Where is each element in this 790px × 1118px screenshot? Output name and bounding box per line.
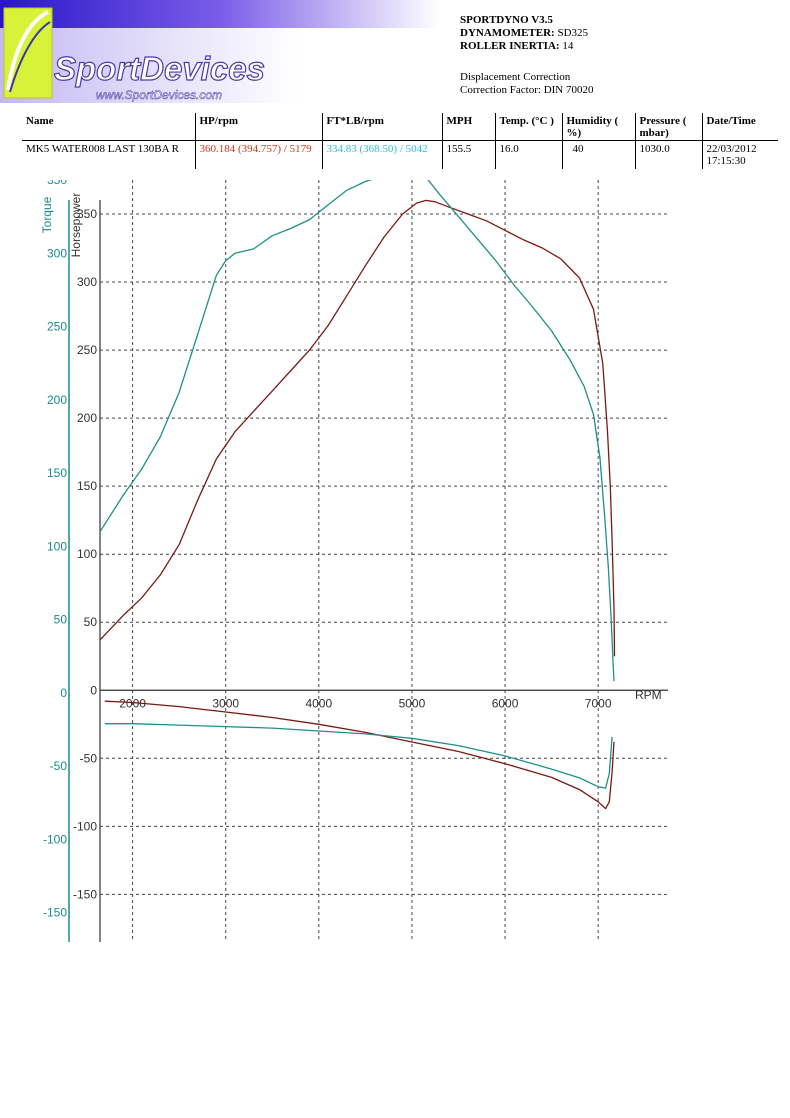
- hp-tick-350: 350: [77, 207, 97, 221]
- inertia-value: 14: [562, 40, 574, 52]
- dyno-info: SPORTDYNO V3.5 DYNAMOMETER: SD325 ROLLER…: [460, 14, 594, 97]
- rpm-axis-label: RPM: [635, 688, 662, 702]
- axes: [68, 200, 668, 942]
- torque-tick-300: 300: [47, 246, 67, 260]
- torque-tick--50: -50: [50, 759, 68, 773]
- hp-tick-150: 150: [77, 479, 97, 493]
- dyno-chart: 2000 3000 4000 5000 6000 7000-150-100-5005010…: [40, 180, 668, 942]
- inertia-label: ROLLER INERTIA:: [460, 40, 560, 52]
- series-line-horsepower: [99, 199, 616, 657]
- col-temp: Temp. (°C ): [494, 113, 562, 141]
- hp-tick--100: -100: [73, 819, 97, 833]
- hp-tick-50: 50: [84, 615, 98, 629]
- cell-hp: 360.184 (394.757) / 5179: [194, 140, 322, 169]
- col-mph: MPH: [441, 113, 495, 141]
- series-line-torque: [99, 180, 615, 682]
- torque-tick-50: 50: [54, 613, 68, 627]
- results-table: Name HP/rpm FT*LB/rpm MPH Temp. (°C ) Hu…: [22, 113, 778, 169]
- col-humidity: Humidity ( %): [561, 113, 635, 141]
- rpm-tick-4000: 4000: [305, 696, 332, 710]
- grid: [100, 180, 668, 942]
- torque-axis-label: Torque: [40, 196, 54, 233]
- displacement-correction: Displacement Correction: [460, 71, 571, 83]
- inertia-line: ROLLER INERTIA: 14: [460, 40, 594, 53]
- dynamometer-label: DYNAMOMETER:: [460, 27, 555, 39]
- correction-factor: Correction Factor: DIN 70020: [460, 84, 594, 96]
- col-name: Name: [22, 113, 195, 141]
- series-line-horsepower-loss: [104, 700, 615, 810]
- cell-temp: 16.0: [494, 140, 562, 169]
- software-version: SPORTDYNO V3.5: [460, 14, 553, 26]
- tick-labels: 2000 3000 4000 5000 6000 7000-150-100-5005010…: [43, 180, 612, 920]
- rpm-tick-2000: 2000: [119, 696, 146, 710]
- torque-tick-200: 200: [47, 393, 67, 407]
- cell-pressure: 1030.0: [634, 140, 702, 169]
- cell-datetime: 22/03/2012 17:15:30: [701, 140, 778, 169]
- hp-tick-100: 100: [77, 547, 97, 561]
- hp-tick-200: 200: [77, 411, 97, 425]
- hp-tick--50: -50: [80, 751, 98, 765]
- cell-humidity: 40: [561, 140, 635, 169]
- series-line-torque-loss: [104, 723, 613, 789]
- rpm-tick-5000: 5000: [399, 696, 426, 710]
- col-datetime: Date/Time: [701, 113, 778, 141]
- torque-tick--150: -150: [43, 906, 67, 920]
- hp-tick-250: 250: [77, 343, 97, 357]
- table-row: MK5 WATER008 LAST 130BA R 360.184 (394.7…: [22, 140, 778, 169]
- logo-url: www.SportDevices.com: [96, 88, 222, 102]
- rpm-tick-6000: 6000: [492, 696, 519, 710]
- torque-tick-250: 250: [47, 320, 67, 334]
- torque-tick-150: 150: [47, 466, 67, 480]
- torque-tick-0: 0: [60, 686, 67, 700]
- torque-tick--100: -100: [43, 832, 67, 846]
- dynamometer-value: SD325: [557, 27, 589, 39]
- torque-tick-100: 100: [47, 539, 67, 553]
- torque-tick-350: 350: [47, 180, 67, 187]
- rpm-tick-3000: 3000: [212, 696, 239, 710]
- series: [99, 180, 616, 810]
- cell-name: MK5 WATER008 LAST 130BA R: [26, 143, 180, 155]
- hp-tick-300: 300: [77, 275, 97, 289]
- cell-ftlb: 334.83 (368.50) / 5042: [321, 140, 442, 169]
- hp-tick--150: -150: [73, 887, 97, 901]
- hp-tick-0: 0: [90, 683, 97, 697]
- rpm-tick-7000: 7000: [585, 696, 612, 710]
- col-ftlb: FT*LB/rpm: [321, 113, 442, 141]
- cell-mph: 155.5: [441, 140, 495, 169]
- col-pressure: Pressure ( mbar): [634, 113, 702, 141]
- col-hp: HP/rpm: [194, 113, 322, 141]
- table-header-row: Name HP/rpm FT*LB/rpm MPH Temp. (°C ) Hu…: [22, 113, 778, 141]
- logo-banner: SportDevices www.SportDevices.com: [0, 0, 440, 110]
- logo-text: SportDevices: [54, 50, 265, 87]
- horsepower-axis-label: Horsepower: [69, 193, 83, 258]
- dynamometer-line: DYNAMOMETER: SD325: [460, 27, 594, 40]
- logo-graphic: SportDevices www.SportDevices.com: [0, 0, 440, 103]
